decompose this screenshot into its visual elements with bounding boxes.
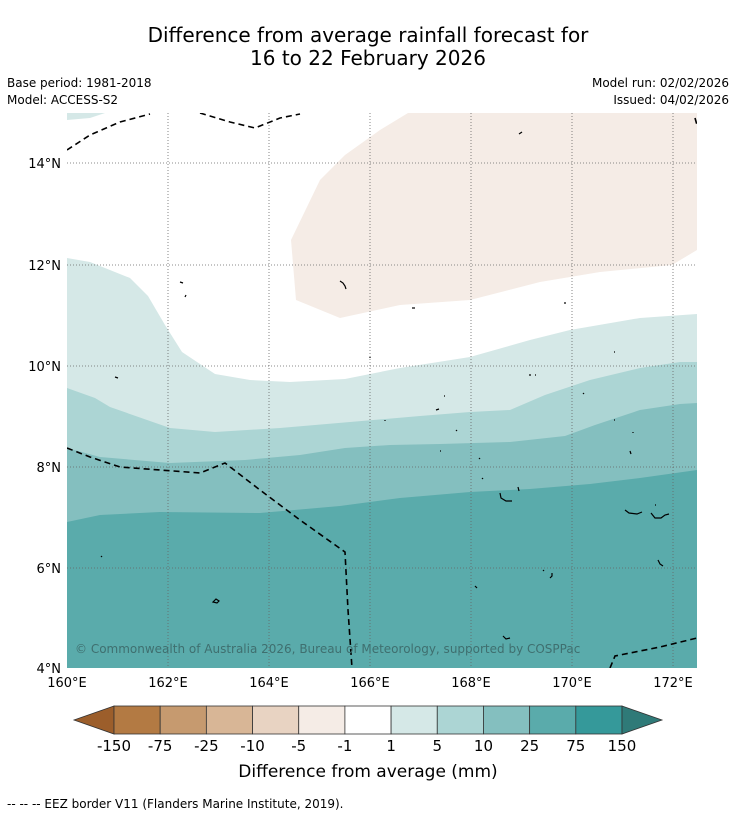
colorbar-tick-label: -5 bbox=[291, 737, 306, 755]
colorbar-swatch bbox=[298, 705, 346, 735]
colorbar-swatch bbox=[483, 705, 531, 735]
lon-label: 172°E bbox=[653, 676, 693, 691]
lon-label: 162°E bbox=[148, 676, 188, 691]
colorbar-units-label: Difference from average (mm) bbox=[238, 762, 498, 782]
lat-label: 12°N bbox=[28, 259, 61, 274]
colorbar-swatch bbox=[205, 705, 253, 735]
lat-label: 4°N bbox=[37, 662, 62, 677]
lon-label: 160°E bbox=[47, 676, 87, 691]
colorbar-swatch bbox=[252, 705, 300, 735]
colorbar-tick-label: 1 bbox=[386, 737, 396, 755]
rainfall-map bbox=[67, 113, 697, 668]
islands bbox=[100, 131, 670, 640]
colorbar-tick-label: -75 bbox=[148, 737, 173, 755]
axis-labels: 14°N 12°N 10°N 8°N 6°N 4°N 160°E 162°E 1… bbox=[28, 157, 693, 691]
lon-label: 166°E bbox=[350, 676, 390, 691]
colorbar-swatch bbox=[159, 705, 207, 735]
lat-label: 8°N bbox=[37, 461, 62, 476]
colorbar-swatch bbox=[529, 705, 577, 735]
colorbar-swatch bbox=[575, 705, 623, 735]
colorbar-tick-label: -10 bbox=[240, 737, 265, 755]
lat-label: 10°N bbox=[28, 360, 61, 375]
map-title-line1: Difference from average rainfall forecas… bbox=[147, 23, 589, 47]
eez-border bbox=[67, 113, 697, 668]
colorbar-extend-low bbox=[72, 705, 115, 735]
colorbar-tick-label: -25 bbox=[194, 737, 219, 755]
contour-band-25-75 bbox=[67, 470, 697, 668]
graticule bbox=[67, 113, 697, 668]
lat-label: 14°N bbox=[28, 157, 61, 172]
lon-label: 164°E bbox=[249, 676, 289, 691]
copyright-notice: © Commonwealth of Australia 2026, Bureau… bbox=[75, 642, 580, 656]
lon-label: 168°E bbox=[451, 676, 491, 691]
colorbar-swatch bbox=[390, 705, 438, 735]
contour-small-nw bbox=[67, 113, 105, 120]
base-period: Base period: 1981-2018 bbox=[7, 76, 152, 90]
colorbar: -150 -75 -25 -10 -5 -1 1 5 10 25 75 150 bbox=[72, 705, 664, 755]
colorbar-tick-label: -1 bbox=[337, 737, 352, 755]
model-name: Model: ACCESS-S2 bbox=[7, 93, 119, 107]
lon-label: 170°E bbox=[552, 676, 592, 691]
colorbar-swatch bbox=[344, 705, 392, 735]
model-run: Model run: 02/02/2026 bbox=[591, 76, 729, 90]
colorbar-tick-label: 5 bbox=[432, 737, 442, 755]
issued-date: Issued: 04/02/2026 bbox=[613, 93, 729, 107]
lat-label: 6°N bbox=[37, 562, 62, 577]
colorbar-tick-label: 150 bbox=[608, 737, 637, 755]
eez-footnote: -- -- -- EEZ border V11 (Flanders Marine… bbox=[7, 797, 344, 811]
contour-dry-region bbox=[291, 113, 697, 318]
colorbar-tick-label: 25 bbox=[520, 737, 539, 755]
colorbar-tick-label: 75 bbox=[566, 737, 585, 755]
colorbar-swatch bbox=[436, 705, 484, 735]
map-title-line2: 16 to 22 February 2026 bbox=[250, 46, 486, 70]
colorbar-tick-label: -150 bbox=[97, 737, 131, 755]
colorbar-swatch bbox=[113, 705, 161, 735]
colorbar-extend-high bbox=[621, 705, 664, 735]
colorbar-tick-label: 10 bbox=[474, 737, 493, 755]
